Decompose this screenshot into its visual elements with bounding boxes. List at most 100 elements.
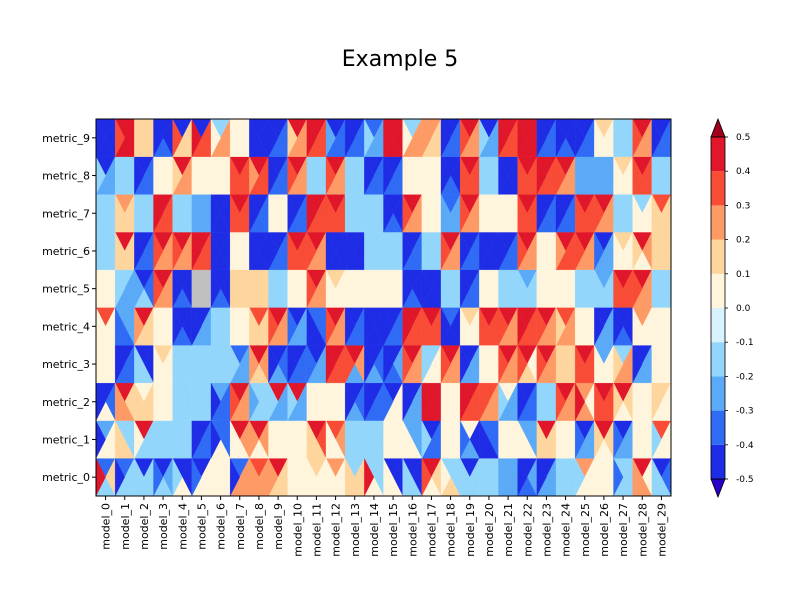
cell-triangle-left-metric_5-model_16 xyxy=(402,269,413,308)
cell-triangle-left-metric_6-model_24 xyxy=(555,232,566,270)
cell-triangle-left-metric_8-model_10 xyxy=(287,156,298,195)
cell-triangle-left-metric_3-model_15 xyxy=(383,345,394,383)
cell-triangle-left-metric_1-model_10 xyxy=(287,420,298,459)
x-tick-label: model_3 xyxy=(157,503,170,550)
cell-triangle-left-metric_7-model_6 xyxy=(210,194,221,233)
x-tick-label: model_12 xyxy=(330,503,343,557)
x-tick-label: model_24 xyxy=(560,503,573,557)
cell-triangle-left-metric_9-model_17 xyxy=(421,118,432,157)
cell-triangle-left-metric_4-model_15 xyxy=(383,307,394,346)
x-tick-label: model_7 xyxy=(234,503,247,550)
cell-triangle-left-metric_5-model_24 xyxy=(555,269,566,308)
cell-triangle-left-metric_4-model_25 xyxy=(575,307,585,346)
colorbar-tick-label: 0.5 xyxy=(736,133,750,143)
x-tick-label: model_14 xyxy=(368,503,381,557)
x-tick-label: model_27 xyxy=(617,503,630,557)
cell-triangle-left-metric_5-model_15 xyxy=(383,269,394,308)
cell-triangle-left-metric_9-model_14 xyxy=(364,118,375,157)
cell-triangle-left-metric_8-model_19 xyxy=(460,156,470,195)
colorbar-tick-label: -0.4 xyxy=(736,441,754,451)
cell-triangle-left-metric_2-model_14 xyxy=(364,382,375,421)
cell-triangle-left-metric_9-model_13 xyxy=(345,118,355,157)
cell-triangle-left-metric_6-model_10 xyxy=(287,232,298,270)
cell-triangle-left-metric_9-model_28 xyxy=(632,118,643,157)
cell-triangle-left-metric_5-model_13 xyxy=(345,269,355,308)
cell-triangle-left-metric_1-model_8 xyxy=(249,420,260,459)
cell-triangle-left-metric_0-model_8 xyxy=(249,458,260,497)
cell-triangle-left-metric_6-model_12 xyxy=(325,232,336,270)
cell-triangle-left-metric_7-model_26 xyxy=(594,194,605,233)
x-tick-label: model_26 xyxy=(598,503,611,557)
cell-triangle-left-metric_3-model_8 xyxy=(249,345,260,383)
cell-triangle-left-metric_3-model_4 xyxy=(172,345,183,383)
colorbar-tick-label: 0.1 xyxy=(736,270,750,280)
cell-triangle-left-metric_5-model_25 xyxy=(575,269,585,308)
x-tick-label: model_28 xyxy=(636,503,649,557)
x-tick-label: model_21 xyxy=(502,503,515,557)
cell-triangle-left-metric_1-model_18 xyxy=(440,420,451,459)
cell-triangle-left-metric_2-model_12 xyxy=(325,382,336,421)
cell-triangle-left-metric_8-model_25 xyxy=(575,156,585,195)
cell-triangle-left-metric_6-model_2 xyxy=(134,232,145,270)
cell-triangle-left-metric_7-model_10 xyxy=(287,194,298,233)
cell-triangle-left-metric_5-model_6 xyxy=(210,269,221,308)
cell-triangle-left-metric_2-model_17 xyxy=(421,382,432,421)
cell-triangle-left-metric_9-model_9 xyxy=(268,118,279,157)
colorbar-tick-label: -0.1 xyxy=(736,338,754,348)
cell-triangle-left-metric_9-model_11 xyxy=(306,118,317,157)
cell-triangle-left-metric_0-model_26 xyxy=(594,458,605,497)
cell-triangle-left-metric_7-model_15 xyxy=(383,194,394,233)
cell-triangle-left-metric_5-model_27 xyxy=(613,269,624,308)
cell-triangle-left-metric_2-model_21 xyxy=(498,382,509,421)
cell-triangle-left-metric_5-model_2 xyxy=(134,269,145,308)
cell-triangle-left-metric_0-model_24 xyxy=(555,458,566,497)
cell-triangle-left-metric_3-model_17 xyxy=(421,345,432,383)
cell-triangle-left-metric_3-model_21 xyxy=(498,345,509,383)
cell-triangle-left-metric_3-model_3 xyxy=(153,345,164,383)
cell-triangle-left-metric_1-model_15 xyxy=(383,420,394,459)
colorbar-tick-label: -0.3 xyxy=(736,407,754,417)
cell-triangle-left-metric_2-model_5 xyxy=(191,382,202,421)
cell-triangle-left-metric_7-model_4 xyxy=(172,194,183,233)
x-tick-label: model_15 xyxy=(387,503,400,557)
cell-triangle-left-metric_4-model_20 xyxy=(479,307,490,346)
cell-triangle-left-metric_5-model_26 xyxy=(594,269,605,308)
cell-triangle-left-metric_8-model_23 xyxy=(536,156,547,195)
cell-triangle-left-metric_8-model_18 xyxy=(440,156,451,195)
cell-triangle-left-metric_8-model_4 xyxy=(172,156,183,195)
cell-triangle-left-metric_3-model_28 xyxy=(632,345,643,383)
cell-triangle-left-metric_3-model_1 xyxy=(115,345,125,383)
cell-triangle-left-metric_8-model_3 xyxy=(153,156,164,195)
cell-triangle-left-metric_0-model_4 xyxy=(172,458,183,497)
cell-triangle-left-metric_0-model_10 xyxy=(287,458,298,497)
cell-triangle-left-metric_1-model_26 xyxy=(594,420,605,459)
chart-title: Example 5 xyxy=(342,47,458,72)
cell-triangle-left-metric_2-model_8 xyxy=(249,382,260,421)
cell-triangle-left-metric_8-model_6 xyxy=(210,156,221,195)
cell-triangle-left-metric_9-model_23 xyxy=(536,118,547,157)
colorbar-segment xyxy=(711,376,725,411)
cell-triangle-left-metric_3-model_6 xyxy=(210,345,221,383)
y-tick-label: metric_5 xyxy=(42,283,90,296)
cell-triangle-left-metric_8-model_22 xyxy=(517,156,528,195)
cell-triangle-left-metric_5-model_17 xyxy=(421,269,432,308)
cell-triangle-left-metric_1-model_11 xyxy=(306,420,317,459)
cell-triangle-left-metric_9-model_19 xyxy=(460,118,470,157)
cell-triangle-left-metric_4-model_16 xyxy=(402,307,413,346)
cell-triangle-left-metric_1-model_28 xyxy=(632,420,643,459)
colorbar-tick-label: -0.2 xyxy=(736,372,754,382)
cell-triangle-left-metric_9-model_24 xyxy=(555,118,566,157)
cell-triangle-left-metric_6-model_29 xyxy=(651,232,662,270)
cell-triangle-left-metric_4-model_24 xyxy=(555,307,566,346)
cell-triangle-left-metric_0-model_18 xyxy=(440,458,451,497)
cell-triangle-left-metric_1-model_16 xyxy=(402,420,413,459)
colorbar-over-arrow xyxy=(710,117,726,138)
y-tick-label: metric_7 xyxy=(42,207,90,220)
colorbar-tick-label: 0.0 xyxy=(736,304,751,314)
cell-triangle-left-metric_7-model_27 xyxy=(613,194,624,233)
cell-triangle-left-metric_3-model_16 xyxy=(402,345,413,383)
x-tick-label: model_18 xyxy=(445,503,458,557)
cell-triangle-left-metric_9-model_21 xyxy=(498,118,509,157)
y-tick-label: metric_2 xyxy=(42,396,90,409)
cell-triangle-left-metric_0-model_17 xyxy=(421,458,432,497)
